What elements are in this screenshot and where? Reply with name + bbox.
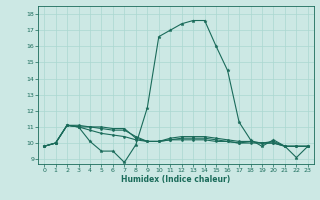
X-axis label: Humidex (Indice chaleur): Humidex (Indice chaleur): [121, 175, 231, 184]
